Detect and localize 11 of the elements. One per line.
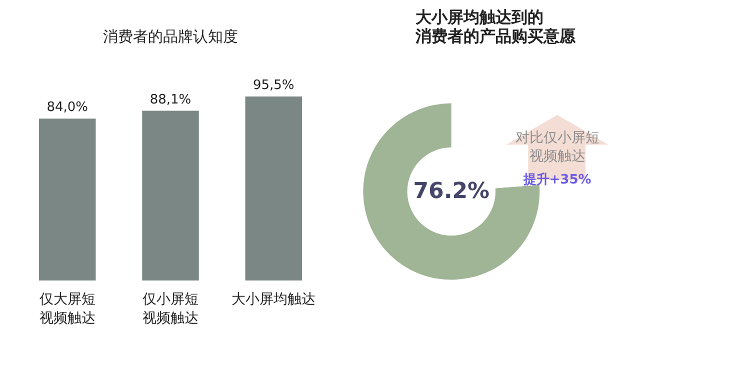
data-label: 95,5% bbox=[252, 78, 294, 94]
chart-title: 消费者的品牌认知度 bbox=[103, 28, 238, 46]
text: 提升+35% bbox=[522, 172, 592, 188]
text: 对比仅小屏短视频触达 bbox=[515, 130, 600, 165]
data-label: 84,0% bbox=[46, 100, 88, 116]
x-tick-label: 仅小屏短视频触达 bbox=[142, 292, 198, 327]
text: 76.2% bbox=[413, 179, 490, 204]
chart-title: 大小屏均触达到的消费者的产品购买意愿 bbox=[414, 8, 576, 46]
x-tick-label: 仅大屏短视频触达 bbox=[39, 292, 96, 327]
data-label: 88,1% bbox=[150, 92, 192, 108]
x-tick-label: 大小屏均触达 bbox=[232, 292, 316, 308]
